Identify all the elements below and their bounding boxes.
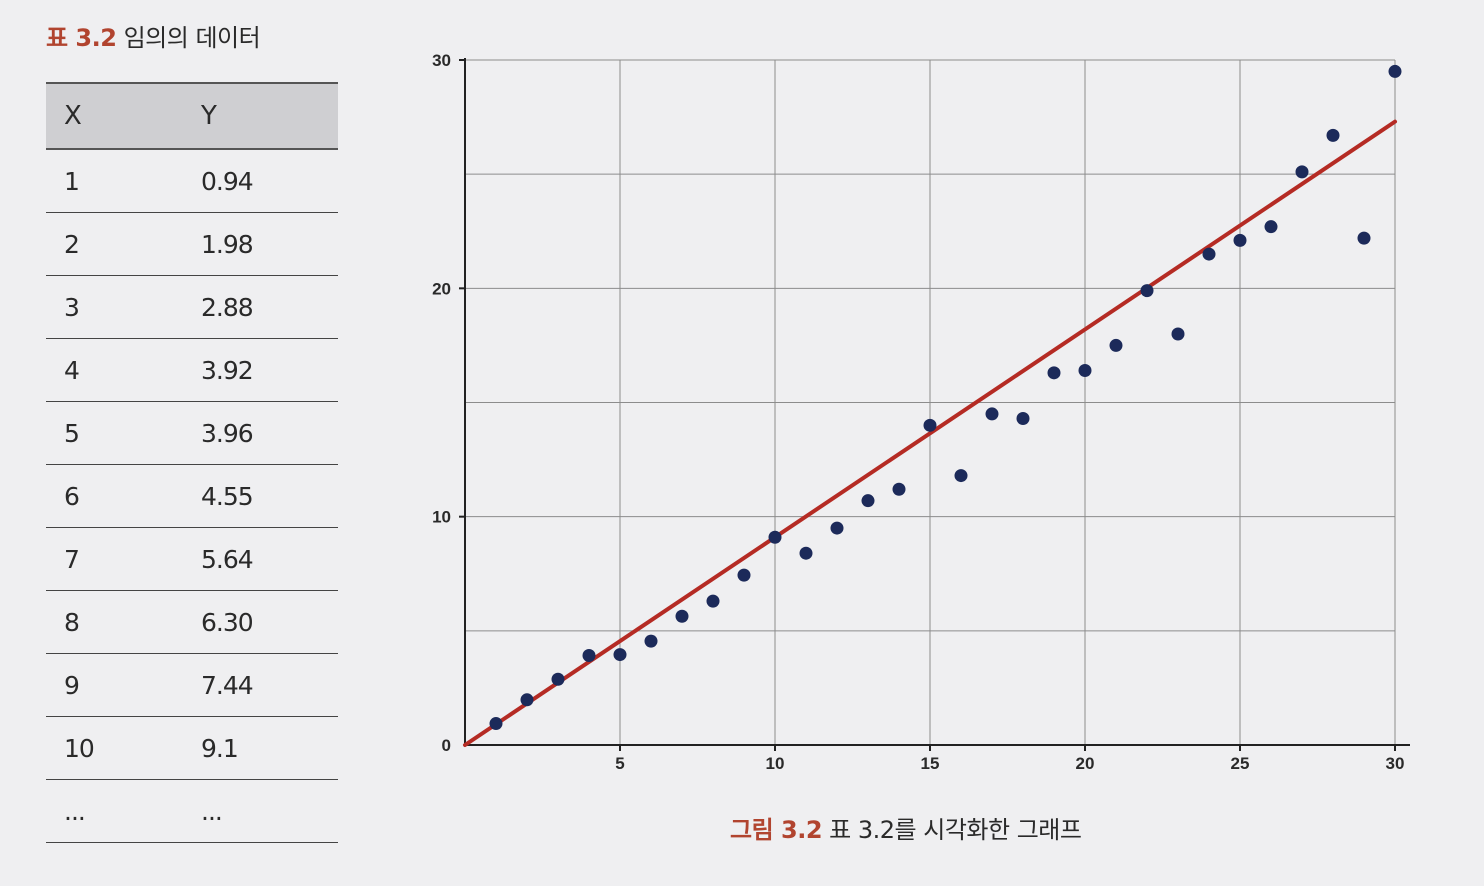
data-point: [1264, 220, 1278, 234]
data-point: [1016, 411, 1030, 425]
data-point: [954, 469, 968, 483]
data-point: [520, 693, 534, 707]
x-tick-label: 10: [766, 754, 785, 773]
cell-y: 3.96: [201, 418, 254, 448]
table-caption: 표 3.2 임의의 데이터: [46, 18, 261, 53]
table-caption-text: 임의의 데이터: [123, 24, 261, 52]
cell-y: ...: [201, 796, 223, 826]
data-point: [768, 530, 782, 544]
data-point: [923, 418, 937, 432]
data-point: [706, 594, 720, 608]
data-point: [861, 494, 875, 508]
header-y: Y: [201, 101, 217, 131]
regression-line: [463, 119, 1397, 747]
data-point: [1202, 247, 1216, 261]
cell-y: 2.88: [201, 292, 254, 322]
data-point: [799, 546, 813, 560]
x-tick-label: 20: [1076, 754, 1095, 773]
cell-x: 1: [64, 166, 80, 196]
data-point: [1295, 165, 1309, 179]
data-point: [1078, 364, 1092, 378]
header-x: X: [64, 101, 82, 131]
figure-caption-tag: 그림 3.2: [730, 816, 823, 844]
chart-points: [489, 64, 1402, 731]
cell-y: 7.44: [201, 670, 254, 700]
cell-x: 2: [64, 229, 80, 259]
table-row: 6 4.55: [46, 465, 338, 528]
data-point: [675, 609, 689, 623]
chart-trend-line: [463, 119, 1397, 747]
cell-y: 5.64: [201, 544, 254, 574]
table-row: 10 9.1: [46, 717, 338, 780]
cell-y: 6.30: [201, 607, 254, 637]
x-tick-label: 30: [1386, 754, 1405, 773]
table-header-row: X Y: [46, 84, 338, 150]
data-point: [1047, 366, 1061, 380]
y-tick-label: 30: [432, 51, 451, 70]
figure-caption-text: 표 3.2를 시각화한 그래프: [829, 816, 1082, 844]
y-tick-label: 20: [432, 279, 451, 298]
cell-x: 8: [64, 607, 80, 637]
cell-x: 9: [64, 670, 80, 700]
cell-y: 3.92: [201, 355, 254, 385]
cell-x: 4: [64, 355, 80, 385]
data-point: [1326, 128, 1340, 142]
data-point: [613, 648, 627, 662]
cell-y: 4.55: [201, 481, 254, 511]
table-row: 2 1.98: [46, 213, 338, 276]
data-point: [1233, 233, 1247, 247]
chart-grid: [465, 59, 1396, 745]
data-point: [1140, 284, 1154, 298]
table-caption-tag: 표 3.2: [46, 24, 117, 52]
table-row: 1 0.94: [46, 150, 338, 213]
data-table: X Y 1 0.94 2 1.98 3 2.88 4 3.92 5 3.96 6 4.55 …: [46, 82, 338, 843]
cell-x: ...: [64, 796, 86, 826]
data-point: [1357, 231, 1371, 245]
data-point: [582, 648, 596, 662]
x-tick-label: 25: [1231, 754, 1250, 773]
data-point: [1109, 338, 1123, 352]
table-row: 7 5.64: [46, 528, 338, 591]
table-row: 4 3.92: [46, 339, 338, 402]
data-point: [489, 717, 503, 731]
data-point: [644, 634, 658, 648]
cell-y: 1.98: [201, 229, 254, 259]
table-row: 5 3.96: [46, 402, 338, 465]
data-point: [737, 568, 751, 582]
cell-x: 3: [64, 292, 80, 322]
chart-axes: [459, 58, 1410, 751]
data-point: [1171, 327, 1185, 341]
table-row: ......: [46, 780, 338, 843]
x-tick-label: 15: [921, 754, 940, 773]
cell-y: 9.1: [201, 733, 239, 763]
data-point: [892, 482, 906, 496]
table-row: 8 6.30: [46, 591, 338, 654]
cell-x: 5: [64, 418, 80, 448]
data-point: [1388, 64, 1402, 78]
y-tick-label: 0: [442, 736, 451, 755]
cell-x: 10: [64, 733, 95, 763]
cell-y: 0.94: [201, 166, 254, 196]
cell-x: 6: [64, 481, 80, 511]
data-point: [985, 407, 999, 421]
figure-caption: 그림 3.2 표 3.2를 시각화한 그래프: [730, 810, 1082, 845]
table-row: 9 7.44: [46, 654, 338, 717]
cell-x: 7: [64, 544, 80, 574]
table-row: 3 2.88: [46, 276, 338, 339]
chart-tick-labels: 0 10 20 30 5 10 15 20 25 30: [432, 51, 1404, 773]
data-point: [830, 521, 844, 535]
y-tick-label: 10: [432, 508, 451, 527]
x-tick-label: 5: [615, 754, 624, 773]
data-point: [551, 672, 565, 686]
